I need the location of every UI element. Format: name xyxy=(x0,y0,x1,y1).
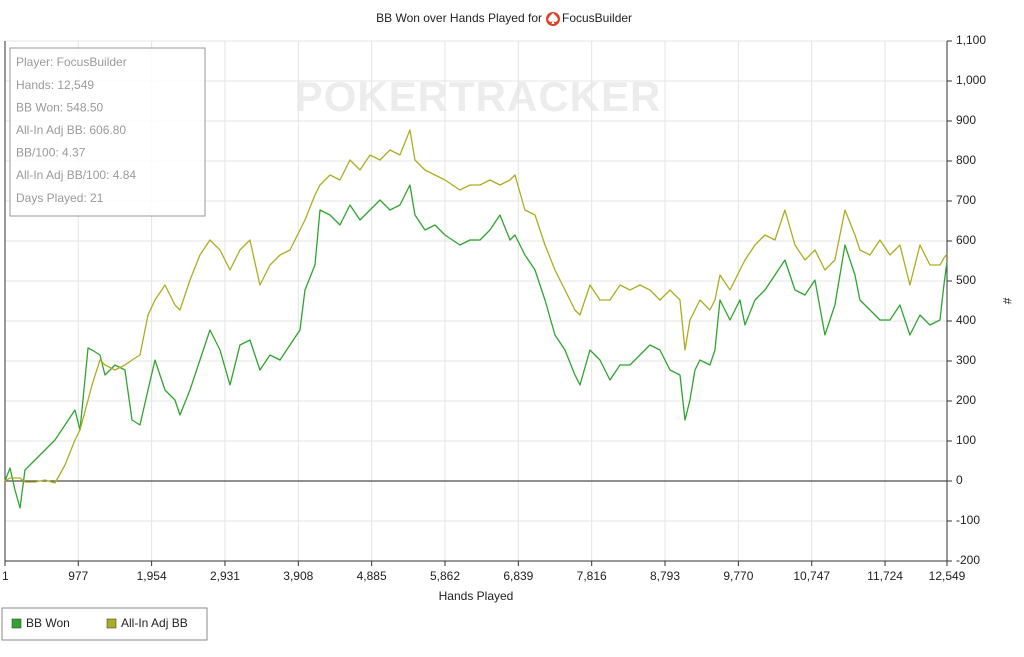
y-tick-label: 600 xyxy=(956,233,976,247)
x-tick-label: 12,549 xyxy=(929,569,966,583)
legend-label: BB Won xyxy=(26,616,70,630)
series-line xyxy=(4,184,948,509)
y-tick-label: 1,100 xyxy=(956,33,986,47)
y-tick-label: 1,000 xyxy=(956,73,986,87)
x-tick-label: 8,793 xyxy=(650,569,680,583)
y-tick-label: 700 xyxy=(956,193,976,207)
x-tick-label: 1,954 xyxy=(137,569,167,583)
x-tick-label: 977 xyxy=(68,569,88,583)
info-line: Hands: 12,549 xyxy=(16,78,94,92)
y-tick-label: 0 xyxy=(956,473,963,487)
y-tick-label: 200 xyxy=(956,393,976,407)
x-tick-label: 10,747 xyxy=(793,569,830,583)
y-tick-label: 100 xyxy=(956,433,976,447)
y-tick-label: 900 xyxy=(956,113,976,127)
y-tick-label: 400 xyxy=(956,313,976,327)
y-tick-label: -200 xyxy=(956,553,980,567)
y-tick-label: 300 xyxy=(956,353,976,367)
y-axis-label: # xyxy=(1000,298,1014,305)
x-tick-label: 7,816 xyxy=(577,569,607,583)
x-tick-label: 11,724 xyxy=(867,569,903,583)
x-tick-label: 2,931 xyxy=(210,569,240,583)
info-box xyxy=(9,47,206,217)
player-icon xyxy=(546,12,560,26)
series-line xyxy=(4,129,948,484)
info-line: BB/100: 4.37 xyxy=(16,146,86,160)
info-line: Days Played: 21 xyxy=(16,191,104,205)
info-line: All-In Adj BB/100: 4.84 xyxy=(16,168,136,182)
x-tick-label: 9,770 xyxy=(723,569,753,583)
legend-swatch xyxy=(11,618,22,629)
x-axis-label: Hands Played xyxy=(439,589,514,603)
x-tick-label: 3,908 xyxy=(283,569,313,583)
legend-swatch xyxy=(106,618,117,629)
info-line: Player: FocusBuilder xyxy=(16,55,127,69)
y-tick-label: 500 xyxy=(956,273,976,287)
y-tick-label: 800 xyxy=(956,153,976,167)
info-line: BB Won: 548.50 xyxy=(16,100,103,114)
y-tick-label: -100 xyxy=(956,513,980,527)
legend-box xyxy=(1,607,208,641)
x-tick-label: 6,839 xyxy=(503,569,533,583)
x-tick-label: 4,885 xyxy=(357,569,387,583)
legend-label: All-In Adj BB xyxy=(121,616,188,630)
x-tick-label: 1 xyxy=(2,569,9,583)
info-line: All-In Adj BB: 606.80 xyxy=(16,123,126,137)
chart-title: BB Won over Hands Played for xyxy=(376,11,542,25)
chart-title-player: FocusBuilder xyxy=(562,11,632,25)
watermark: POKERTRACKER xyxy=(295,73,662,120)
x-tick-label: 5,862 xyxy=(430,569,460,583)
